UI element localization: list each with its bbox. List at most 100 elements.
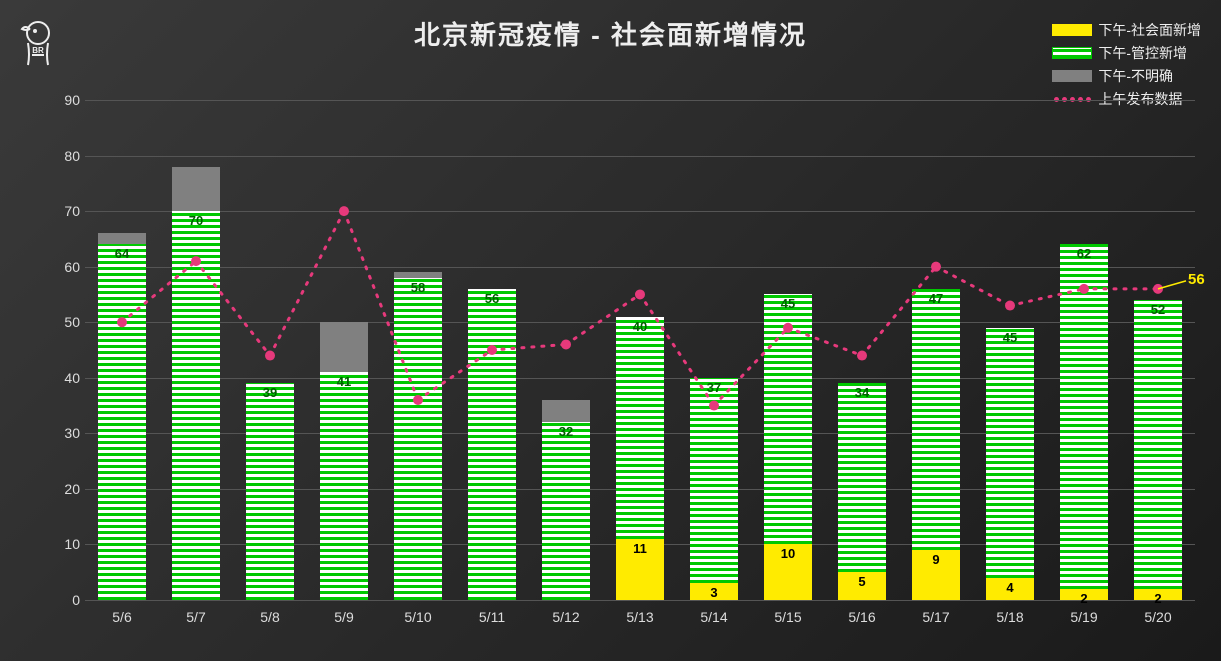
y-tick-label: 60: [55, 259, 80, 275]
stacked-bar: 64: [98, 233, 146, 600]
bar-value-label: 58: [394, 280, 442, 295]
y-tick-label: 10: [55, 536, 80, 552]
bar-value-label: 45: [986, 330, 1034, 345]
y-tick-label: 90: [55, 92, 80, 108]
bar-slot: 4795/17: [899, 100, 973, 600]
y-tick-label: 80: [55, 148, 80, 164]
grid-line: [85, 600, 1195, 601]
bar-value-label: 39: [246, 385, 294, 400]
legend-item: 下午-社会面新增: [1052, 20, 1201, 40]
bar-segment: [172, 167, 220, 211]
stacked-bar: 62 2: [1060, 244, 1108, 600]
stacked-bar: 40 11: [616, 317, 664, 600]
bar-slot: 45105/15: [751, 100, 825, 600]
x-tick-label: 5/16: [825, 609, 899, 625]
stacked-bar: 34 5: [838, 383, 886, 600]
bar-value-label: 4: [986, 580, 1034, 595]
bar-value-label: 32: [542, 424, 590, 439]
bar-segment: 45: [986, 328, 1034, 578]
bar-slot: 40115/13: [603, 100, 677, 600]
bar-value-label: 41: [320, 374, 368, 389]
bar-segment: 10: [764, 544, 812, 600]
bar-segment: 37: [690, 378, 738, 584]
bar-slot: 645/6: [85, 100, 159, 600]
bar-segment: 62: [1060, 244, 1108, 588]
stacked-bar: 41: [320, 322, 368, 600]
stacked-bar: 32: [542, 400, 590, 600]
y-tick-label: 70: [55, 203, 80, 219]
bar-slot: 325/12: [529, 100, 603, 600]
bar-slot: 415/9: [307, 100, 381, 600]
bar-slot: 6225/19: [1047, 100, 1121, 600]
stacked-bar: 45 10: [764, 294, 812, 600]
bar-segment: 9: [912, 550, 960, 600]
y-tick-label: 50: [55, 314, 80, 330]
x-tick-label: 5/13: [603, 609, 677, 625]
stacked-bar: 70: [172, 167, 220, 600]
x-tick-label: 5/19: [1047, 609, 1121, 625]
x-tick-label: 5/20: [1121, 609, 1195, 625]
bar-segment: 41: [320, 372, 368, 600]
bar-value-label: 62: [1060, 246, 1108, 261]
bar-value-label: 2: [1134, 591, 1182, 606]
x-tick-label: 5/9: [307, 609, 381, 625]
bar-segment: 32: [542, 422, 590, 600]
bar-segment: 3: [690, 583, 738, 600]
bar-segment: 2: [1134, 589, 1182, 600]
x-tick-label: 5/7: [159, 609, 233, 625]
bar-value-label: 2: [1060, 591, 1108, 606]
bar-value-label: 10: [764, 546, 812, 561]
bar-segment: 58: [394, 278, 442, 600]
stacked-bar: 39: [246, 383, 294, 600]
bar-value-label: 70: [172, 213, 220, 228]
bar-value-label: 40: [616, 319, 664, 334]
bar-value-label: 5: [838, 574, 886, 589]
x-tick-label: 5/11: [455, 609, 529, 625]
x-tick-label: 5/17: [899, 609, 973, 625]
bar-slot: 705/7: [159, 100, 233, 600]
chart-title: 北京新冠疫情 - 社会面新增情况: [0, 15, 1221, 52]
bar-segment: 47: [912, 289, 960, 550]
bars-container: 645/6705/7395/8415/9585/10565/11325/1240…: [85, 100, 1195, 600]
bar-segment: 56: [468, 289, 516, 600]
bar-segment: [542, 400, 590, 422]
bar-segment: 52: [1134, 300, 1182, 589]
bar-value-label: 37: [690, 380, 738, 395]
bar-value-label: 11: [616, 541, 664, 556]
bar-segment: 34: [838, 383, 886, 572]
bar-value-label: 3: [690, 585, 738, 600]
bar-slot: 5225/20: [1121, 100, 1195, 600]
bar-slot: 585/10: [381, 100, 455, 600]
bar-value-label: 47: [912, 291, 960, 306]
y-tick-label: 0: [55, 592, 80, 608]
stacked-bar: 47 9: [912, 289, 960, 600]
x-tick-label: 5/14: [677, 609, 751, 625]
bar-segment: 39: [246, 383, 294, 600]
bar-slot: 565/11: [455, 100, 529, 600]
stacked-bar: 58: [394, 272, 442, 600]
bar-slot: 395/8: [233, 100, 307, 600]
x-tick-label: 5/10: [381, 609, 455, 625]
stacked-bar: 45 4: [986, 328, 1034, 600]
bar-segment: 70: [172, 211, 220, 600]
bar-segment: [320, 322, 368, 372]
bar-segment: 64: [98, 244, 146, 600]
bar-segment: 40: [616, 317, 664, 539]
plot-area: 0102030405060708090645/6705/7395/8415/95…: [85, 100, 1195, 600]
x-tick-label: 5/18: [973, 609, 1047, 625]
bar-segment: [98, 233, 146, 244]
bar-value-label: 56: [468, 291, 516, 306]
bar-slot: 3735/14: [677, 100, 751, 600]
line-end-label: 56: [1188, 271, 1205, 288]
bar-value-label: 9: [912, 552, 960, 567]
legend: 下午-社会面新增下午-管控新增下午-不明确上午发布数据: [1052, 20, 1201, 112]
y-tick-label: 20: [55, 481, 80, 497]
bar-value-label: 45: [764, 296, 812, 311]
bar-segment: 2: [1060, 589, 1108, 600]
legend-item: 下午-管控新增: [1052, 43, 1201, 63]
stacked-bar: 37 3: [690, 378, 738, 600]
bar-segment: 45: [764, 294, 812, 544]
bar-segment: 11: [616, 539, 664, 600]
bar-value-label: 34: [838, 385, 886, 400]
x-tick-label: 5/8: [233, 609, 307, 625]
